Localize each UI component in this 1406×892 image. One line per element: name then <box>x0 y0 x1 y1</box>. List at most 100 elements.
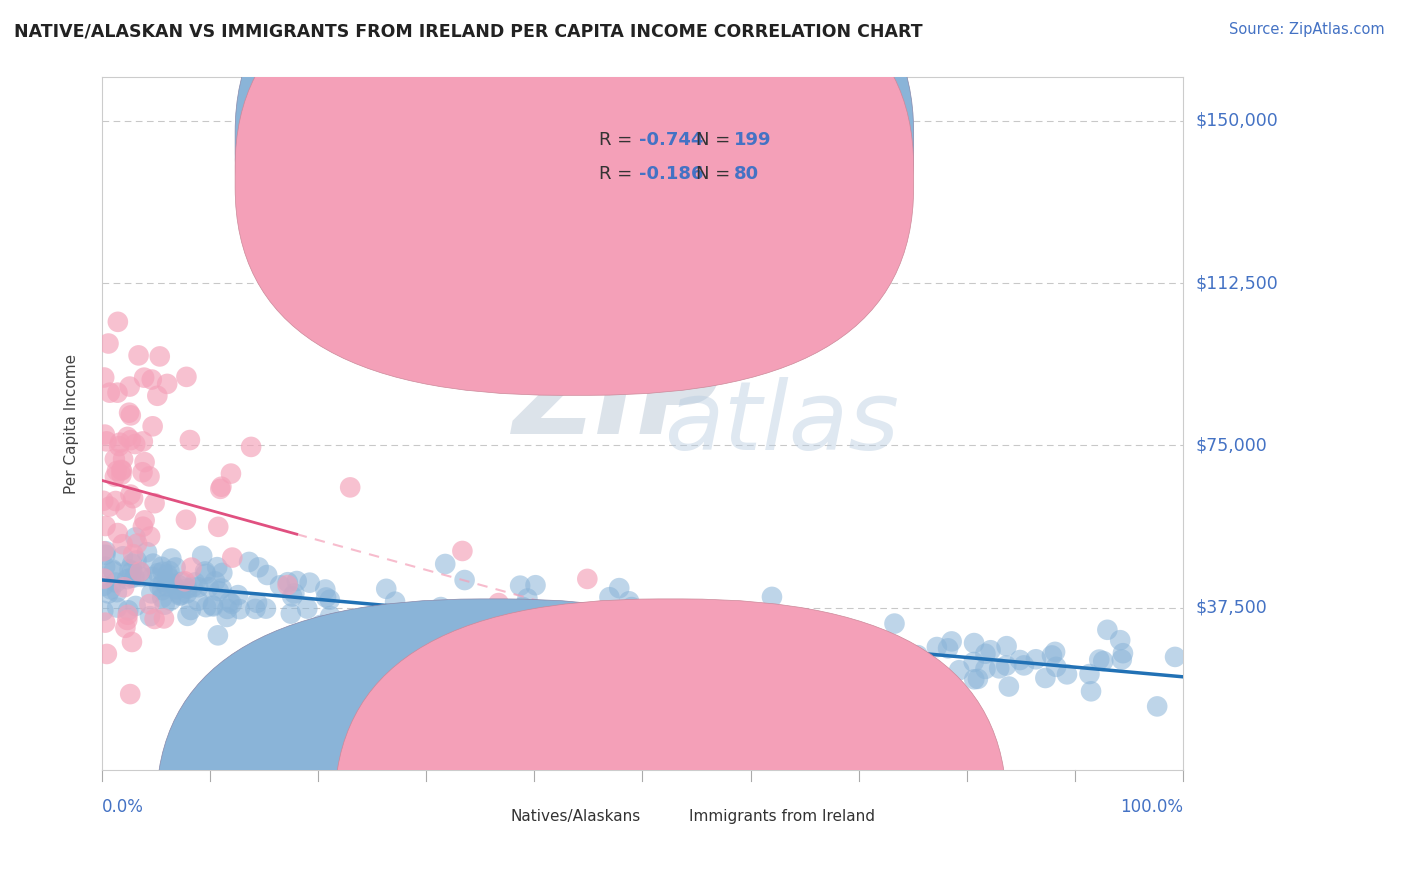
Point <box>228 602 250 616</box>
Point <box>583 620 606 634</box>
Point <box>131 465 153 479</box>
Point <box>882 648 904 663</box>
Point <box>117 613 139 627</box>
Point <box>735 617 758 632</box>
Point <box>309 618 332 632</box>
Point <box>478 636 501 650</box>
Point <box>104 452 127 467</box>
Point <box>143 496 166 510</box>
Point <box>583 618 606 632</box>
Point <box>139 609 162 624</box>
Point <box>620 626 643 640</box>
Point <box>1056 667 1078 681</box>
Point <box>813 625 835 640</box>
Point <box>384 595 406 609</box>
Point <box>142 419 165 434</box>
Text: R =: R = <box>599 165 638 184</box>
Text: N =: N = <box>696 131 737 149</box>
Point <box>138 469 160 483</box>
Point <box>709 611 731 625</box>
Point <box>347 629 370 643</box>
Point <box>463 610 485 624</box>
Text: $37,500: $37,500 <box>1195 599 1267 616</box>
Point <box>176 586 198 600</box>
Point <box>533 626 555 640</box>
Point <box>173 574 195 589</box>
Point <box>124 599 146 613</box>
Point <box>761 590 783 604</box>
Point <box>245 602 267 616</box>
Point <box>110 464 132 478</box>
Point <box>1043 645 1066 659</box>
Text: Per Capita Income: Per Capita Income <box>65 353 80 494</box>
Point <box>219 467 242 481</box>
Point <box>571 613 593 627</box>
Text: NATIVE/ALASKAN VS IMMIGRANTS FROM IRELAND PER CAPITA INCOME CORRELATION CHART: NATIVE/ALASKAN VS IMMIGRANTS FROM IRELAN… <box>14 22 922 40</box>
Point <box>995 658 1018 673</box>
Point <box>169 589 191 603</box>
Point <box>153 611 176 625</box>
Point <box>97 586 120 600</box>
Text: $75,000: $75,000 <box>1195 436 1267 454</box>
Point <box>211 566 233 580</box>
Point <box>174 513 197 527</box>
Point <box>93 544 115 558</box>
Point <box>821 661 844 675</box>
Point <box>297 601 319 615</box>
Point <box>1092 654 1115 668</box>
Point <box>1012 658 1035 673</box>
Point <box>96 647 118 661</box>
Text: -0.744: -0.744 <box>640 131 703 149</box>
Point <box>963 655 986 669</box>
Point <box>98 385 121 400</box>
Point <box>201 599 224 613</box>
Point <box>256 568 278 582</box>
Point <box>152 574 174 589</box>
Point <box>516 591 538 606</box>
Point <box>426 608 449 623</box>
Point <box>97 336 120 351</box>
Point <box>166 582 188 597</box>
Point <box>1045 660 1067 674</box>
Point <box>112 452 135 467</box>
Point <box>120 687 142 701</box>
Point <box>963 636 986 650</box>
Point <box>683 655 706 669</box>
Point <box>156 579 179 593</box>
Text: $112,500: $112,500 <box>1195 274 1278 292</box>
Point <box>607 581 630 595</box>
Text: N =: N = <box>696 165 737 184</box>
Point <box>423 640 446 654</box>
Text: Source: ZipAtlas.com: Source: ZipAtlas.com <box>1229 22 1385 37</box>
Point <box>332 622 354 636</box>
Point <box>828 639 851 653</box>
Point <box>150 559 173 574</box>
Point <box>893 647 915 661</box>
Point <box>125 553 148 567</box>
Point <box>429 646 451 660</box>
Point <box>93 572 115 586</box>
Point <box>165 560 187 574</box>
Point <box>1164 649 1187 664</box>
FancyBboxPatch shape <box>540 119 827 212</box>
Point <box>156 376 179 391</box>
Point <box>169 587 191 601</box>
Point <box>134 370 156 384</box>
FancyBboxPatch shape <box>235 0 914 360</box>
Point <box>605 610 627 624</box>
Point <box>616 605 638 619</box>
Point <box>217 602 239 616</box>
Point <box>117 430 139 444</box>
Point <box>105 600 128 615</box>
Point <box>91 604 114 618</box>
Point <box>247 560 270 574</box>
Point <box>516 634 538 648</box>
Point <box>122 547 145 561</box>
Point <box>998 680 1021 694</box>
Text: 199: 199 <box>734 131 772 149</box>
Point <box>101 563 124 577</box>
Point <box>94 615 117 630</box>
Point <box>1040 648 1063 663</box>
Point <box>524 578 547 592</box>
Point <box>91 493 114 508</box>
